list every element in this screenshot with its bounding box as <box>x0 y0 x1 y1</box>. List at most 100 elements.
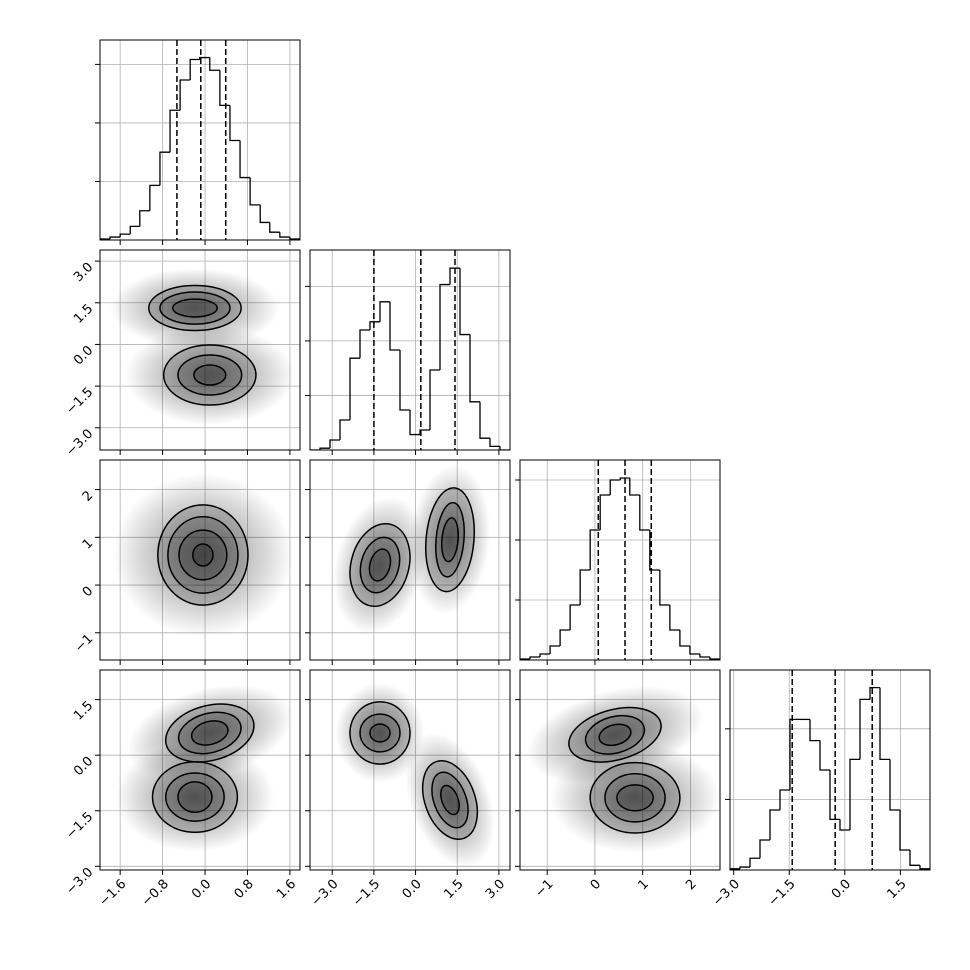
density-contour <box>589 761 681 834</box>
histogram-step <box>369 321 380 330</box>
density-contour <box>148 284 242 332</box>
x-tick-label: −1 <box>532 877 556 901</box>
histogram-step <box>529 656 541 659</box>
histogram-step <box>549 645 561 654</box>
histogram-step <box>219 70 230 107</box>
histogram-step <box>699 654 710 658</box>
histogram-step <box>849 758 860 830</box>
histogram-step <box>749 857 760 868</box>
panel-frame <box>99 459 301 661</box>
panel <box>310 250 510 450</box>
histogram-step <box>559 629 571 646</box>
histogram-step <box>619 477 630 480</box>
histogram-step <box>769 809 780 840</box>
density-contour <box>359 536 401 594</box>
histogram-step <box>709 657 720 660</box>
panel <box>115 684 293 853</box>
histogram-step <box>919 865 930 870</box>
histogram-step <box>359 329 370 359</box>
density-contour <box>616 784 654 812</box>
density-contour <box>435 501 465 578</box>
y-tick-label: −1 <box>72 631 96 655</box>
x-tick-label: −1.6 <box>97 877 130 910</box>
histogram-step <box>489 438 500 448</box>
x-tick-label: −1.5 <box>766 877 799 910</box>
histogram-step <box>639 495 650 531</box>
density-contour <box>162 344 257 406</box>
y-tick-label: −1.5 <box>63 385 96 418</box>
density-contour <box>159 291 231 325</box>
histogram-step <box>730 868 740 870</box>
point-cloud <box>124 325 295 425</box>
y-tick-label: −3.0 <box>63 865 96 898</box>
panel-frame <box>519 669 721 871</box>
histogram-step <box>319 447 330 450</box>
panel-frame <box>99 249 301 451</box>
histogram-step <box>839 819 850 831</box>
histogram-step <box>329 439 340 449</box>
histogram-step <box>789 718 800 790</box>
histogram-step <box>419 429 430 435</box>
histogram-step <box>589 529 601 570</box>
histogram-step <box>209 57 220 71</box>
density-contour <box>177 781 213 813</box>
point-cloud <box>550 742 720 853</box>
histogram-step <box>569 604 581 630</box>
histogram-step <box>809 719 820 742</box>
point-cloud <box>405 732 495 868</box>
histogram-step <box>539 653 551 657</box>
histogram-step <box>629 478 640 496</box>
histogram-step <box>459 268 470 336</box>
histogram-step <box>829 770 840 821</box>
panel-frame <box>309 249 511 451</box>
histogram-step <box>479 401 490 439</box>
x-tick-label: 1.5 <box>441 877 466 902</box>
histogram-step <box>599 494 611 530</box>
density-contour <box>177 354 243 396</box>
density-contour <box>165 772 225 822</box>
histogram-step <box>249 177 261 206</box>
histogram-step <box>469 334 480 403</box>
x-tick-label: −1.5 <box>350 877 383 910</box>
x-tick-label: 2 <box>683 877 699 893</box>
density-contour <box>604 772 666 823</box>
panel <box>110 268 295 425</box>
x-tick-label: −3.0 <box>710 877 743 910</box>
x-tick-label: 1.6 <box>274 877 299 902</box>
histogram-step <box>109 236 121 240</box>
panel <box>112 472 294 638</box>
panel <box>333 464 491 634</box>
histogram-step <box>259 204 270 224</box>
histogram-step <box>739 866 750 869</box>
panel-frame <box>519 459 721 661</box>
histogram-step <box>859 698 870 760</box>
panel-frame <box>309 459 511 661</box>
histogram-step <box>649 530 660 571</box>
histogram-step <box>899 810 910 851</box>
x-tick-label: 1.5 <box>884 877 909 902</box>
density-contour <box>177 711 242 755</box>
histogram-step <box>609 479 621 495</box>
density-contour <box>157 504 249 606</box>
histogram-step <box>879 687 890 761</box>
histogram-step <box>409 410 420 436</box>
panel-frame <box>99 669 301 871</box>
density-contour <box>359 713 401 753</box>
y-tick-label: 1.5 <box>71 301 96 326</box>
x-tick-label: −0.8 <box>139 877 172 910</box>
x-tick-label: 0.0 <box>400 877 425 902</box>
x-tick-label: 1 <box>636 877 652 893</box>
y-tick-label: 0.0 <box>71 754 96 779</box>
histogram-step <box>579 569 591 605</box>
panel-frame <box>99 39 301 241</box>
histogram-step <box>689 646 700 655</box>
y-tick-label: 0.0 <box>71 343 96 368</box>
density-contour <box>171 298 218 318</box>
histogram-step <box>269 222 280 233</box>
density-contour <box>178 529 228 581</box>
panel <box>335 682 495 868</box>
histogram-step <box>389 301 400 351</box>
histogram-step <box>189 58 200 80</box>
x-tick-label: 0.0 <box>829 877 854 902</box>
